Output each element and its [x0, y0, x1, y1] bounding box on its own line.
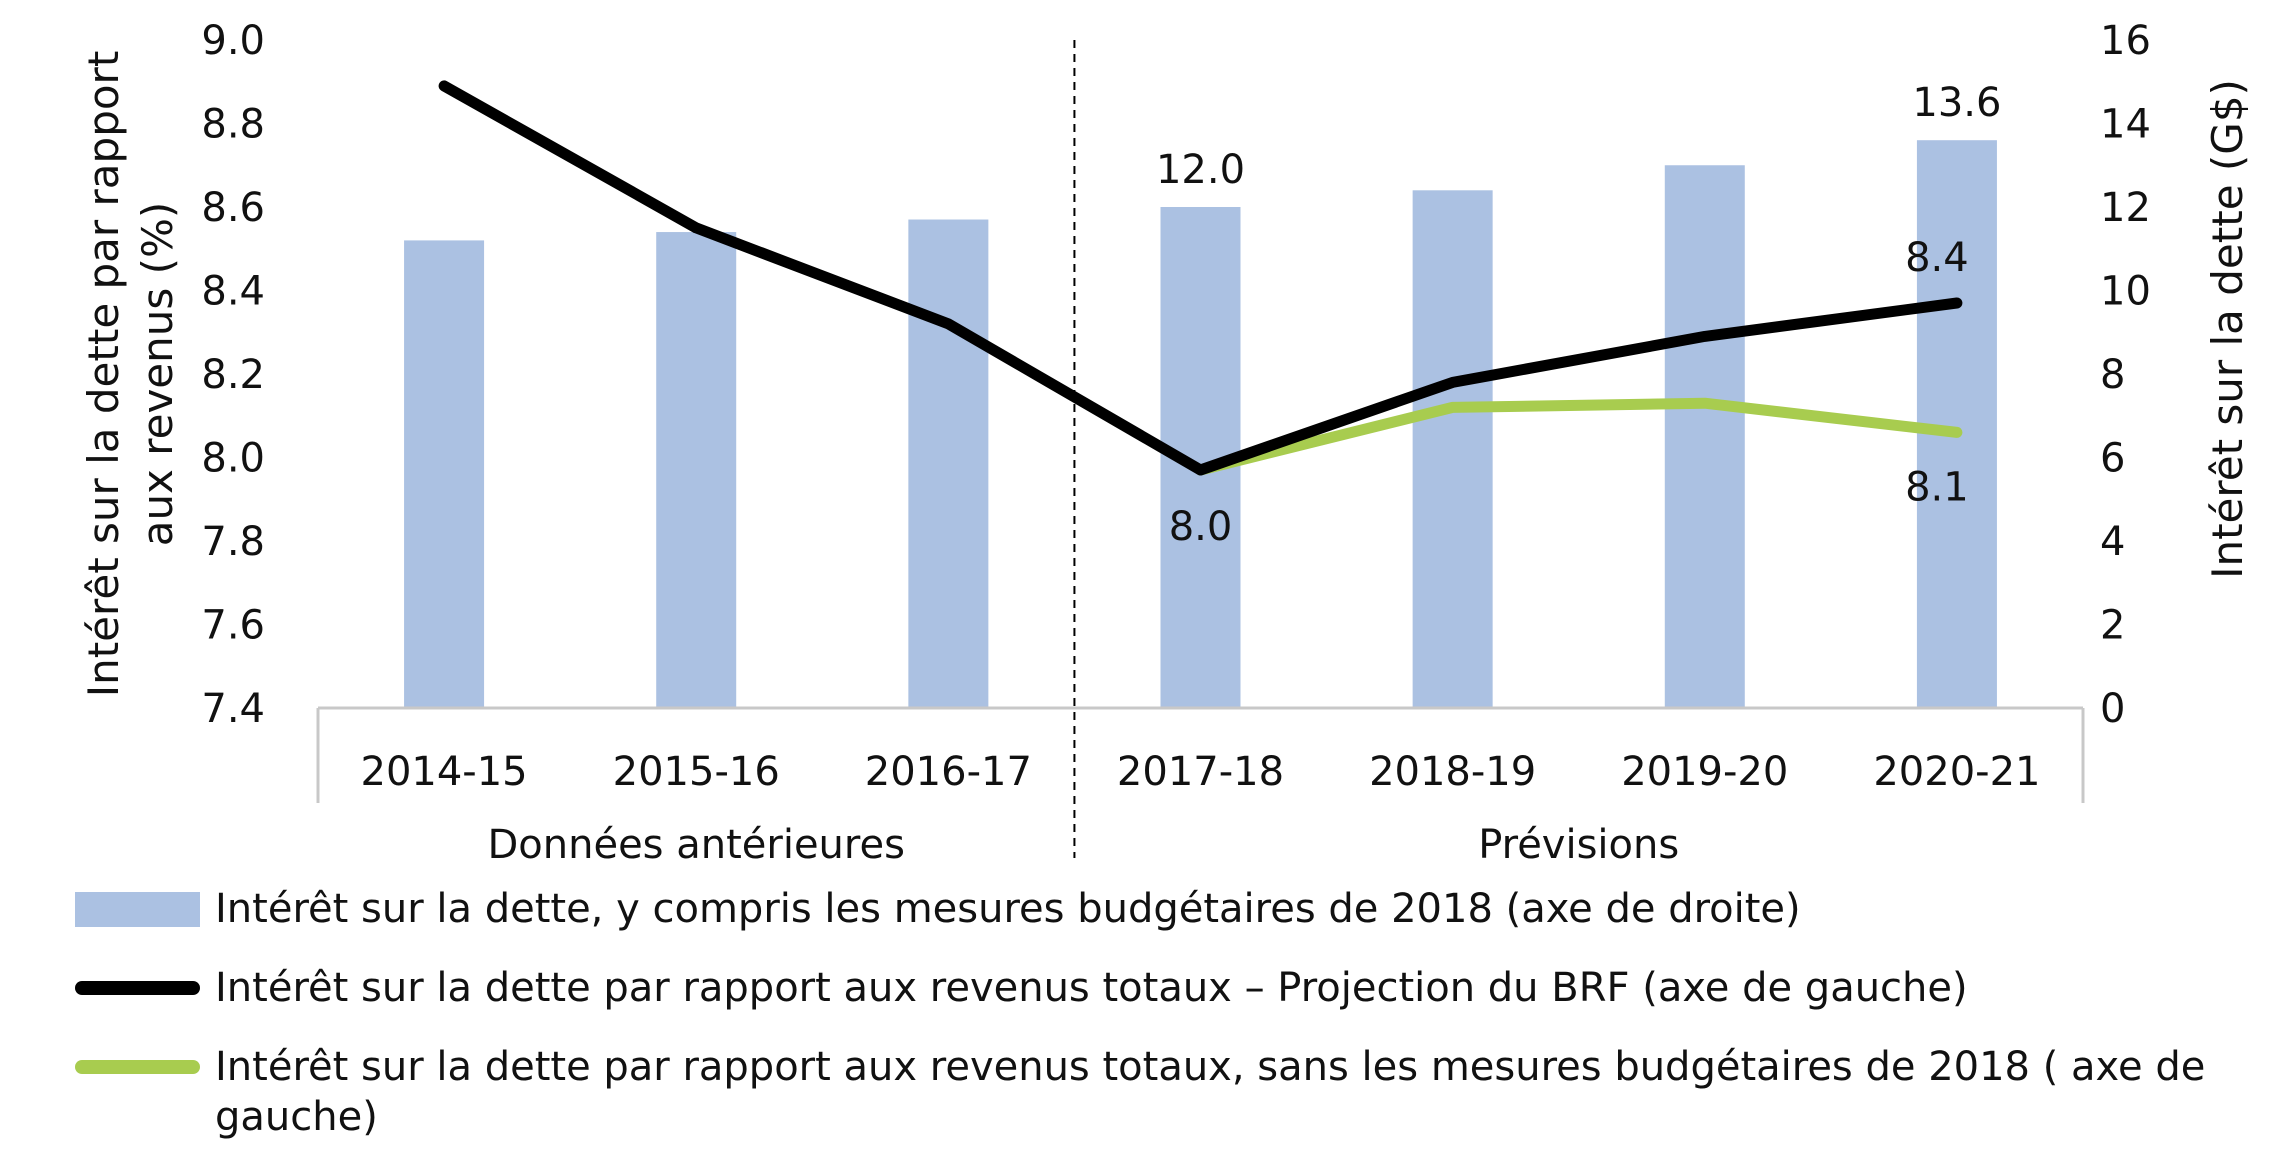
legend: Intérêt sur la dette, y compris les mesu… — [75, 884, 2225, 1171]
legend-label-without-measures-line: Intérêt sur la dette par rapport aux rev… — [215, 1044, 2206, 1140]
x-category-label: 2018-19 — [1369, 749, 1536, 795]
line-without-2018-measures — [1195, 397, 1963, 476]
y-left-tick-label: 9.0 — [201, 18, 265, 64]
legend-item-brf-line: Intérêt sur la dette par rapport aux rev… — [75, 963, 2225, 1013]
line-without-data-label: 8.1 — [1905, 464, 1969, 510]
x-category-label: 2019-20 — [1621, 749, 1788, 795]
x-category-label: 2014-15 — [361, 749, 528, 795]
legend-swatch-without-measures-line — [75, 1060, 200, 1074]
y-left-tick-label: 8.8 — [201, 102, 265, 148]
legend-item-interest-bars: Intérêt sur la dette, y compris les mesu… — [75, 884, 2225, 934]
x-category-label: 2017-18 — [1117, 749, 1284, 795]
y-right-tick-label: 0 — [2100, 686, 2125, 732]
bar-2015-16 — [656, 232, 737, 709]
y-right-tick-label: 16 — [2100, 18, 2151, 64]
legend-label-brf-line: Intérêt sur la dette par rapport aux rev… — [215, 965, 1968, 1011]
x-category-label: 2016-17 — [865, 749, 1032, 795]
x-category-label: 2015-16 — [613, 749, 780, 795]
y-right-tick-label: 14 — [2100, 102, 2151, 148]
y-right-tick-label: 8 — [2100, 352, 2125, 398]
y-right-tick-label: 12 — [2100, 185, 2151, 231]
legend-item-without-measures-line: Intérêt sur la dette par rapport aux rev… — [75, 1042, 2225, 1142]
y-right-axis-title: Intérêt sur la dette (G$) — [2203, 79, 2252, 579]
legend-swatch-bar — [75, 892, 200, 927]
line-brf-data-label: 8.0 — [1169, 504, 1233, 550]
bar-2018-19 — [1412, 190, 1493, 709]
x-group-label: Prévisions — [1478, 822, 1679, 868]
y-left-tick-label: 7.4 — [201, 686, 265, 732]
y-left-tick-label: 7.6 — [201, 603, 265, 649]
bar-2016-17 — [908, 219, 989, 708]
y-right-tick-label: 6 — [2100, 436, 2125, 482]
y-right-tick-label: 4 — [2100, 519, 2125, 565]
y-left-tick-label: 7.8 — [201, 519, 265, 565]
x-group-label: Données antérieures — [487, 822, 904, 868]
y-left-tick-label: 8.6 — [201, 185, 265, 231]
bar-2014-15 — [404, 240, 485, 708]
y-right-tick-label: 10 — [2100, 269, 2151, 315]
bar-data-label: 13.6 — [1912, 80, 2001, 126]
y-left-axis-title-line1: Intérêt sur la dette par rapport — [79, 51, 128, 698]
y-right-tick-label: 2 — [2100, 603, 2125, 649]
y-left-tick-label: 8.0 — [201, 436, 265, 482]
legend-label-bars: Intérêt sur la dette, y compris les mesu… — [215, 886, 1801, 932]
x-category-label: 2020-21 — [1873, 749, 2040, 795]
bar-2019-20 — [1664, 165, 1745, 708]
chart: 9.08.88.68.48.28.07.87.67.41614121086420… — [79, 18, 2252, 868]
legend-swatch-brf-line — [75, 981, 200, 995]
y-left-tick-label: 8.4 — [201, 269, 265, 315]
y-left-axis-title-line2: aux revenus (%) — [133, 202, 182, 547]
bar-data-label: 12.0 — [1156, 147, 1245, 193]
line-brf-projection — [438, 80, 1963, 476]
line-brf-data-label: 8.4 — [1905, 235, 1969, 281]
y-left-tick-label: 8.2 — [201, 352, 265, 398]
